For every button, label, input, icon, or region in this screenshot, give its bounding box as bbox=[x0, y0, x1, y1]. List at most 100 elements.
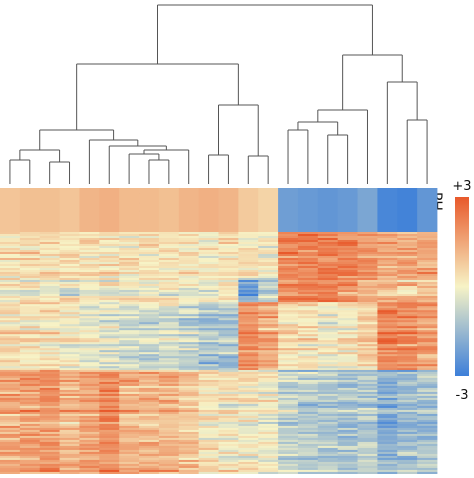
heatmap-cell bbox=[79, 289, 100, 293]
heatmap-cell bbox=[19, 338, 41, 341]
heatmap-cell bbox=[99, 469, 120, 473]
heatmap-cell bbox=[178, 441, 200, 445]
heatmap-cell bbox=[218, 354, 239, 357]
heatmap-cell bbox=[317, 373, 339, 377]
heatmap-cell bbox=[19, 332, 41, 335]
heatmap-cell bbox=[79, 302, 100, 305]
heatmap-cell bbox=[178, 344, 200, 347]
heatmap-cell bbox=[278, 469, 299, 473]
heatmap-cell bbox=[119, 260, 140, 263]
heatmap-cell bbox=[317, 293, 339, 297]
heatmap-cell bbox=[357, 435, 378, 439]
heatmap-cell bbox=[377, 375, 398, 379]
heatmap-cell bbox=[198, 379, 219, 383]
heatmap-cell bbox=[337, 362, 358, 365]
heatmap-cell bbox=[297, 281, 319, 285]
heatmap-cell bbox=[337, 336, 358, 339]
heatmap-cell bbox=[39, 254, 60, 257]
heatmap-cell bbox=[198, 348, 219, 351]
heatmap-cell bbox=[238, 366, 259, 369]
heatmap-cell bbox=[39, 427, 60, 431]
heatmap-cell bbox=[139, 393, 160, 397]
heatmap-cell bbox=[139, 244, 160, 247]
heatmap-cell bbox=[178, 413, 200, 417]
heatmap-cell bbox=[79, 437, 100, 441]
heatmap-cell bbox=[119, 437, 140, 441]
heatmap-cell bbox=[59, 308, 80, 311]
heatmap-cell bbox=[39, 236, 60, 239]
heatmap-cell bbox=[139, 334, 160, 337]
heatmap-cell bbox=[357, 425, 378, 429]
heatmap-cell bbox=[337, 429, 358, 433]
heatmap-cell bbox=[377, 449, 398, 453]
heatmap-cell bbox=[158, 248, 180, 251]
heatmap-cell bbox=[297, 439, 319, 443]
heatmap-cell bbox=[397, 320, 418, 323]
heatmap-cell bbox=[19, 330, 41, 333]
heatmap-cell bbox=[39, 350, 60, 353]
heatmap-cell bbox=[258, 471, 279, 475]
heatmap-cell bbox=[59, 431, 80, 435]
heatmap-cell bbox=[278, 283, 299, 287]
heatmap-cell bbox=[357, 451, 378, 455]
heatmap-cell bbox=[178, 385, 200, 389]
heatmap-cell bbox=[198, 234, 219, 237]
heatmap-cell bbox=[337, 348, 358, 351]
heatmap-cell bbox=[317, 413, 339, 417]
heatmap-cell bbox=[79, 291, 100, 295]
heatmap-cell bbox=[59, 409, 80, 413]
heatmap-cell bbox=[198, 411, 219, 415]
heatmap-cell bbox=[397, 417, 418, 421]
heatmap-cell bbox=[238, 471, 259, 475]
heatmap-cell bbox=[119, 277, 140, 281]
heatmap-cell bbox=[317, 397, 339, 401]
colorbar: +3 -3 bbox=[452, 179, 471, 403]
heatmap-cell bbox=[0, 279, 21, 283]
heatmap-cell bbox=[377, 459, 398, 463]
heatmap-cell bbox=[297, 431, 319, 435]
heatmap-cell bbox=[278, 429, 299, 433]
heatmap-cell bbox=[178, 242, 200, 245]
heatmap-cell bbox=[218, 383, 239, 387]
heatmap-cell bbox=[79, 268, 100, 271]
heatmap-cell bbox=[158, 258, 180, 261]
heatmap-cell bbox=[99, 238, 120, 241]
heatmap-cell bbox=[297, 385, 319, 389]
heatmap-cell bbox=[238, 381, 259, 385]
heatmap-cell bbox=[39, 465, 60, 469]
heatmap-cell bbox=[99, 415, 120, 419]
heatmap-cell bbox=[119, 306, 140, 309]
heatmap-cell bbox=[297, 364, 319, 367]
heatmap-cell bbox=[119, 342, 140, 345]
heatmap-cell bbox=[337, 449, 358, 453]
heatmap-cell bbox=[198, 467, 219, 471]
heatmap-cell bbox=[357, 447, 378, 451]
heatmap-cell bbox=[337, 308, 358, 311]
heatmap-cell bbox=[119, 433, 140, 437]
heatmap-cell bbox=[79, 350, 100, 353]
heatmap-cell bbox=[59, 443, 80, 447]
heatmap-cell bbox=[297, 373, 319, 377]
heatmap-cell bbox=[99, 342, 120, 345]
heatmap-cell bbox=[139, 299, 160, 303]
heatmap-cell bbox=[377, 373, 398, 377]
heatmap-cell bbox=[39, 457, 60, 461]
heatmap-cell bbox=[357, 423, 378, 427]
heatmap-cell bbox=[357, 242, 378, 245]
heatmap-cell bbox=[119, 465, 140, 469]
heatmap-cell bbox=[357, 427, 378, 431]
heatmap-cell bbox=[417, 248, 438, 251]
heatmap-cell bbox=[119, 348, 140, 351]
heatmap-cell bbox=[377, 463, 398, 467]
heatmap-cell bbox=[99, 236, 120, 239]
heatmap-cell bbox=[158, 411, 180, 415]
heatmap-cell bbox=[158, 268, 180, 271]
heatmap-cell bbox=[377, 391, 398, 395]
heatmap-cell bbox=[397, 254, 418, 257]
heatmap-cell bbox=[238, 302, 259, 305]
heatmap-cell bbox=[139, 371, 160, 375]
heatmap-cell bbox=[198, 387, 219, 391]
heatmap-cell bbox=[297, 407, 319, 411]
heatmap-cell bbox=[158, 423, 180, 427]
header-cell bbox=[238, 188, 259, 232]
